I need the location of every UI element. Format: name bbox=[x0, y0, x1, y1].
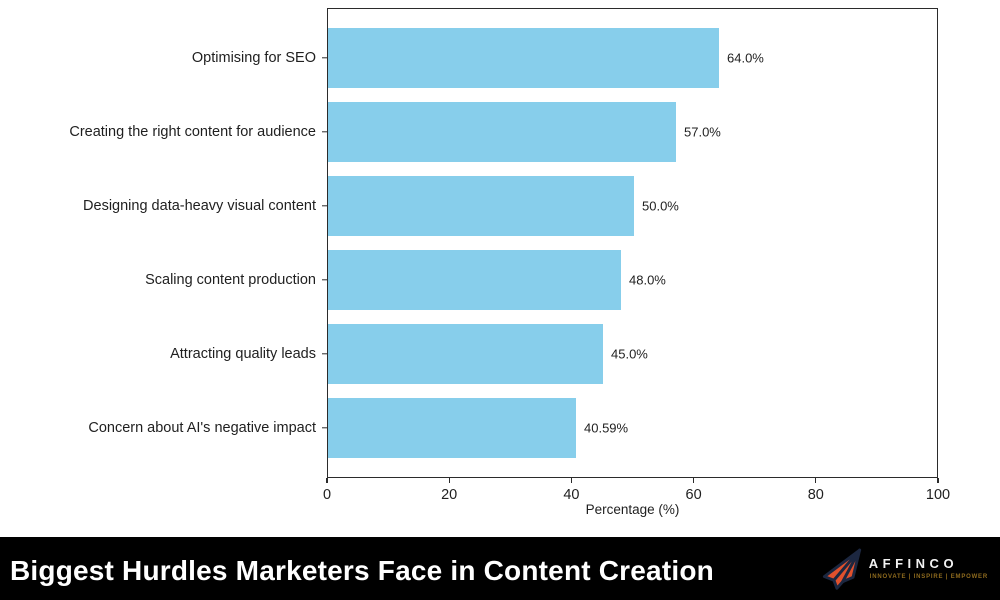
paper-plane-icon bbox=[822, 548, 861, 590]
x-axis-title: Percentage (%) bbox=[585, 502, 680, 517]
x-tick-label: 60 bbox=[685, 487, 702, 503]
y-axis-tick bbox=[322, 205, 327, 207]
bar bbox=[328, 250, 621, 310]
bar-value-label: 48.0% bbox=[629, 272, 666, 288]
y-axis-tick bbox=[322, 353, 327, 355]
affinco-logo: AFFINCO INNOVATE | INSPIRE | EMPOWER bbox=[820, 545, 988, 592]
chart-stage: 64.0% Optimising for SEO 57.0% Creating the… bbox=[69, 28, 951, 503]
bar bbox=[328, 176, 634, 236]
bar bbox=[328, 324, 603, 384]
banner-title: Biggest Hurdles Marketers Face in Conten… bbox=[10, 554, 714, 586]
y-axis-tick bbox=[322, 279, 327, 281]
x-axis-tick bbox=[692, 478, 695, 483]
y-axis-label: Optimising for SEO bbox=[191, 50, 316, 66]
y-axis-label: Scaling content production bbox=[145, 272, 316, 288]
bar-value-label: 57.0% bbox=[684, 124, 721, 140]
bar bbox=[328, 102, 676, 162]
bar-value-label: 40.59% bbox=[584, 420, 629, 436]
bar-value-label: 45.0% bbox=[611, 346, 648, 362]
x-axis-tick bbox=[570, 478, 573, 483]
logo-tagline: INNOVATE | INSPIRE | EMPOWER bbox=[869, 574, 988, 581]
logo-name: AFFINCO bbox=[868, 555, 959, 571]
bar-value-label: 64.0% bbox=[727, 50, 764, 66]
x-axis-tick bbox=[815, 478, 817, 483]
x-tick-label: 80 bbox=[807, 487, 824, 503]
x-axis-tick bbox=[937, 478, 939, 483]
logo-text: AFFINCO INNOVATE | INSPIRE | EMPOWER bbox=[868, 555, 988, 581]
x-axis-tick bbox=[448, 478, 450, 483]
bar bbox=[328, 28, 719, 88]
y-axis-label: Designing data-heavy visual content bbox=[83, 198, 316, 214]
y-axis-label: Attracting quality leads bbox=[170, 346, 316, 362]
bar-chart: 64.0% Optimising for SEO 57.0% Creating the… bbox=[69, 8, 951, 517]
y-axis-tick bbox=[322, 57, 327, 59]
banner: Biggest Hurdles Marketers Face in Conten… bbox=[0, 537, 1000, 600]
bar bbox=[328, 398, 576, 458]
x-tick-label: 20 bbox=[441, 487, 458, 503]
x-axis-tick bbox=[326, 478, 328, 483]
y-axis-label: Creating the right content for audience bbox=[69, 124, 316, 140]
bar-value-label: 50.0% bbox=[642, 198, 679, 214]
x-tick-label: 0 bbox=[322, 487, 332, 503]
y-axis-label: Concern about AI's negative impact bbox=[88, 420, 316, 436]
x-tick-label: 40 bbox=[563, 487, 580, 503]
y-axis-tick bbox=[322, 427, 327, 429]
y-axis-tick bbox=[322, 131, 327, 133]
x-tick-label: 100 bbox=[925, 487, 951, 503]
